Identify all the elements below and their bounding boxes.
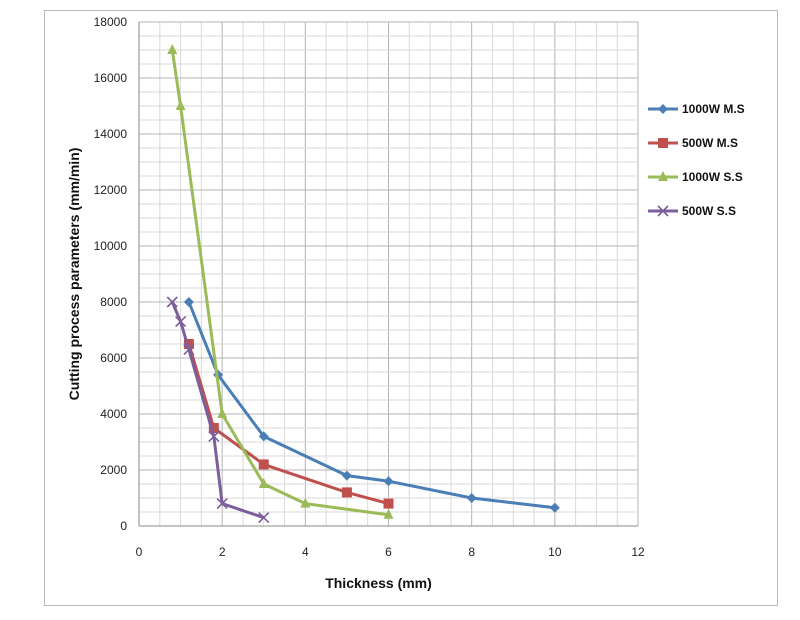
y-tick-label: 8000 — [100, 295, 127, 309]
y-tick-label: 12000 — [94, 183, 128, 197]
data-point-500w-s-s — [258, 512, 270, 524]
data-point-1000w-m-s — [549, 502, 560, 513]
legend-item-500w-m-s: 500W M.S — [648, 136, 738, 150]
data-point-500w-m-s — [183, 339, 194, 349]
data-point-500w-m-s — [341, 487, 352, 498]
tick-labels: 0 2 4 6 8 10 12 0 2000 4000 6000 8000 10000 12000 1400… — [94, 15, 645, 559]
series-500w-m-s — [183, 339, 394, 509]
data-point-1000w-m-s — [466, 493, 477, 503]
data-point-500w-s-s — [183, 344, 195, 356]
data-point-1000w-m-s — [258, 431, 269, 442]
x-tick-label: 0 — [136, 545, 143, 559]
data-point-500w-m-s — [208, 423, 219, 433]
legend-swatch-marker — [658, 104, 668, 114]
legend-item-500w-s-s: 500W S.S — [648, 204, 736, 218]
series-line-500w-s-s — [170, 301, 265, 520]
x-tick-label: 2 — [219, 545, 226, 559]
data-point-500w-s-s — [216, 498, 228, 510]
data-point-500w-s-s — [175, 316, 187, 328]
y-tick-label: 16000 — [94, 71, 128, 85]
y-tick-label: 10000 — [94, 239, 128, 253]
legend-swatch-marker — [658, 138, 668, 148]
grid — [138, 21, 639, 527]
x-tick-label: 4 — [302, 545, 309, 559]
legend: 1000W M.S 500W M.S 1000W S.S 500W S.S — [648, 102, 745, 218]
x-tick-label: 12 — [631, 545, 645, 559]
data-point-500w-s-s — [208, 430, 220, 442]
legend-label: 500W S.S — [682, 204, 736, 218]
legend-swatch-marker — [658, 171, 668, 181]
y-tick-label: 6000 — [100, 351, 127, 365]
legend-item-1000w-s-s: 1000W S.S — [648, 170, 743, 184]
data-point-1000w-m-s — [383, 476, 394, 487]
series-1000w-m-s — [183, 297, 560, 513]
axes — [138, 22, 638, 527]
data-point-1000w-s-s — [258, 478, 269, 488]
y-tick-label: 14000 — [94, 127, 128, 141]
y-tick-label: 0 — [120, 519, 127, 533]
legend-swatch-marker — [657, 205, 669, 217]
series-500w-s-s — [166, 296, 270, 524]
y-tick-label: 2000 — [100, 463, 127, 477]
x-tick-label: 8 — [468, 545, 475, 559]
data-point-1000w-s-s — [175, 100, 186, 110]
data-point-1000w-m-s — [341, 470, 352, 481]
data-point-1000w-s-s — [217, 408, 228, 418]
data-point-500w-m-s — [383, 498, 394, 509]
x-axis-label: Thickness (mm) — [325, 575, 432, 591]
data-point-1000w-s-s — [300, 497, 311, 508]
series-line-1000w-s-s — [170, 49, 389, 517]
data-point-500w-s-s — [166, 296, 178, 308]
y-tick-label: 4000 — [100, 407, 127, 421]
data-point-1000w-m-s — [183, 297, 194, 307]
legend-label: 500W M.S — [682, 136, 738, 150]
series-1000w-s-s — [167, 44, 394, 519]
legend-label: 1000W M.S — [682, 102, 745, 116]
y-tick-label: 18000 — [94, 15, 128, 29]
data-point-1000w-s-s — [167, 44, 178, 54]
y-axis-label: Cutting process parameters (mm/min) — [66, 148, 82, 401]
series-line-1000w-m-s — [187, 301, 556, 510]
x-tick-label: 10 — [548, 545, 562, 559]
x-tick-label: 6 — [385, 545, 392, 559]
legend-item-1000w-m-s: 1000W M.S — [648, 102, 745, 116]
legend-label: 1000W S.S — [682, 170, 743, 184]
data-point-500w-m-s — [258, 459, 269, 470]
series-layer — [166, 44, 560, 524]
data-point-1000w-s-s — [383, 508, 394, 519]
